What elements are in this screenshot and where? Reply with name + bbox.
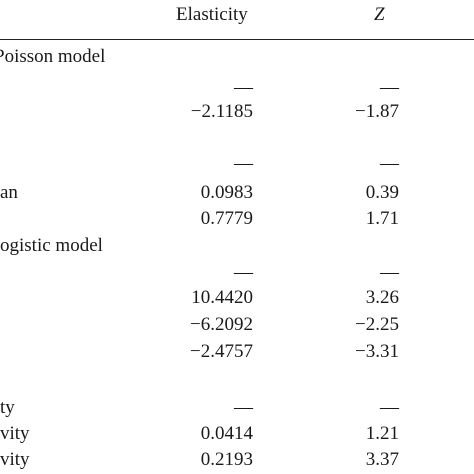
row-label: vity	[0, 423, 30, 444]
cell-elasticity: −6.2092	[190, 314, 253, 335]
cell-z: 1.71	[365, 208, 399, 229]
header-rule	[0, 39, 474, 40]
cell-elasticity: 0.2193	[200, 449, 253, 470]
cell-elasticity: —	[234, 262, 253, 283]
cell-elasticity: —	[234, 397, 253, 418]
cell-elasticity: 10.4420	[191, 287, 253, 308]
cell-z: 3.26	[365, 287, 399, 308]
cell-z: 1.21	[365, 423, 399, 444]
cell-elasticity: −2.1185	[190, 101, 253, 122]
cell-z: −2.25	[355, 314, 399, 335]
cell-z: −3.31	[355, 341, 399, 362]
cell-elasticity: 0.0983	[200, 182, 253, 203]
cell-z: 0.39	[365, 182, 399, 203]
cell-z: −1.87	[355, 101, 399, 122]
row-label: an	[0, 182, 18, 203]
cell-elasticity: —	[234, 153, 253, 174]
cell-z: 3.37	[365, 449, 399, 470]
cell-z: —	[380, 153, 399, 174]
cell-elasticity: 0.7779	[200, 208, 253, 229]
cell-elasticity: −2.4757	[190, 341, 253, 362]
cell-elasticity: 0.0414	[200, 423, 253, 444]
row-label: vity	[0, 449, 30, 470]
cell-elasticity: —	[234, 77, 253, 98]
cell-z: —	[380, 397, 399, 418]
cell-z: —	[380, 77, 399, 98]
section-label-logistic: ogistic model	[0, 235, 103, 256]
row-label: ty	[0, 397, 15, 418]
header-elasticity: Elasticity	[176, 4, 248, 25]
section-label-poisson: Poisson model	[0, 46, 106, 67]
header-z: Z	[374, 4, 385, 25]
cell-z: —	[380, 262, 399, 283]
